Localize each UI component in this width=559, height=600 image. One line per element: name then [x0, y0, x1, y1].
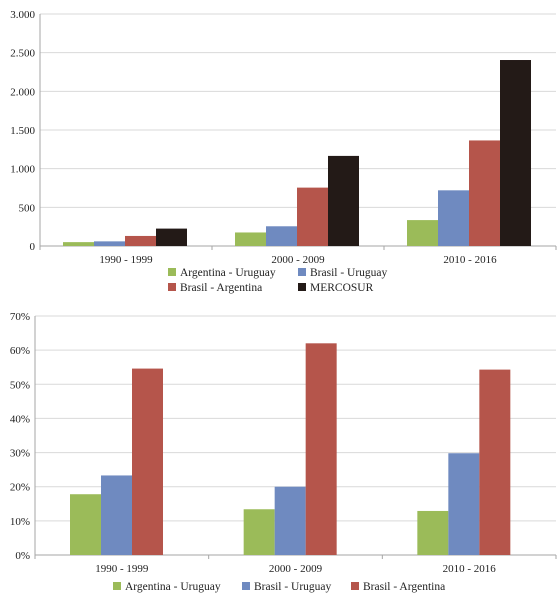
bar-argentina-uruguay [417, 510, 449, 555]
legend-label: Argentina - Uruguay [125, 581, 221, 593]
y-tick-label: 1.000 [10, 164, 35, 176]
bar-brasil-argentina [132, 368, 163, 555]
bar-mercosur [156, 228, 187, 246]
mercosur-trade-bar-chart: 0 500 1.000 1.500 2.000 2.500 3.000 1990 - 199… [10, 9, 557, 294]
y-tick-label: 0% [15, 550, 30, 562]
legend-swatch [113, 582, 121, 590]
y-tick-label: 70% [10, 311, 30, 323]
y-tick-label: 10% [10, 516, 30, 528]
y-tick-label: 500 [19, 202, 36, 214]
x-category-label: 2000 - 2009 [271, 254, 325, 266]
legend-label: Argentina - Uruguay [180, 267, 276, 279]
y-tick-label: 0 [30, 241, 36, 253]
bar-brasil-uruguay [274, 486, 306, 555]
bar-brasil-uruguay [94, 241, 125, 246]
legend-label: Brasil - Argentina [180, 282, 262, 294]
y-tick-label: 20% [10, 482, 30, 494]
bar-argentina-uruguay [63, 242, 94, 246]
y-tick-label: 60% [10, 345, 30, 357]
y-tick-label: 50% [10, 379, 30, 391]
y-tick-label: 40% [10, 413, 30, 425]
bar-brasil-uruguay [448, 453, 480, 555]
bar-argentina-uruguay [243, 509, 275, 555]
legend-swatch [298, 268, 306, 276]
bar-brasil-uruguay [266, 226, 297, 246]
bar-argentina-uruguay [407, 220, 438, 246]
legend-swatch [242, 582, 250, 590]
mercosur-share-bar-chart: 0% 10% 20% 30% 40% 50% 60% 70% 1990 - 1999 2000 … [10, 311, 557, 593]
bar-brasil-argentina [305, 343, 337, 555]
bar-argentina-uruguay [70, 494, 101, 555]
x-category-label: 1990 - 1999 [99, 254, 153, 266]
legend-label: Brasil - Uruguay [254, 581, 332, 593]
bar-brasil-argentina [469, 140, 500, 246]
legend-swatch [351, 582, 359, 590]
legend-label: Brasil - Argentina [363, 581, 445, 593]
bar-brasil-uruguay [101, 475, 132, 555]
legend-swatch [168, 283, 176, 291]
x-category-label: 2010 - 2016 [443, 563, 497, 575]
bar-brasil-argentina [479, 369, 511, 555]
y-tick-label: 3.000 [10, 9, 35, 21]
y-tick-label: 2.500 [10, 48, 35, 60]
legend-swatch [168, 268, 176, 276]
bar-brasil-uruguay [438, 190, 469, 246]
bar-brasil-argentina [297, 187, 328, 246]
x-category-label: 2000 - 2009 [269, 563, 323, 575]
legend-label: MERCOSUR [310, 282, 374, 294]
y-tick-label: 2.000 [10, 86, 35, 98]
y-tick-label: 30% [10, 448, 30, 460]
bar-mercosur [500, 60, 531, 246]
bar-argentina-uruguay [235, 232, 266, 246]
x-category-label: 1990 - 1999 [95, 563, 149, 575]
y-tick-label: 1.500 [10, 125, 35, 137]
bar-brasil-argentina [125, 235, 156, 246]
legend-swatch [298, 283, 306, 291]
legend-label: Brasil - Uruguay [310, 267, 388, 279]
x-category-label: 2010 - 2016 [443, 254, 497, 266]
bar-mercosur [328, 155, 359, 246]
